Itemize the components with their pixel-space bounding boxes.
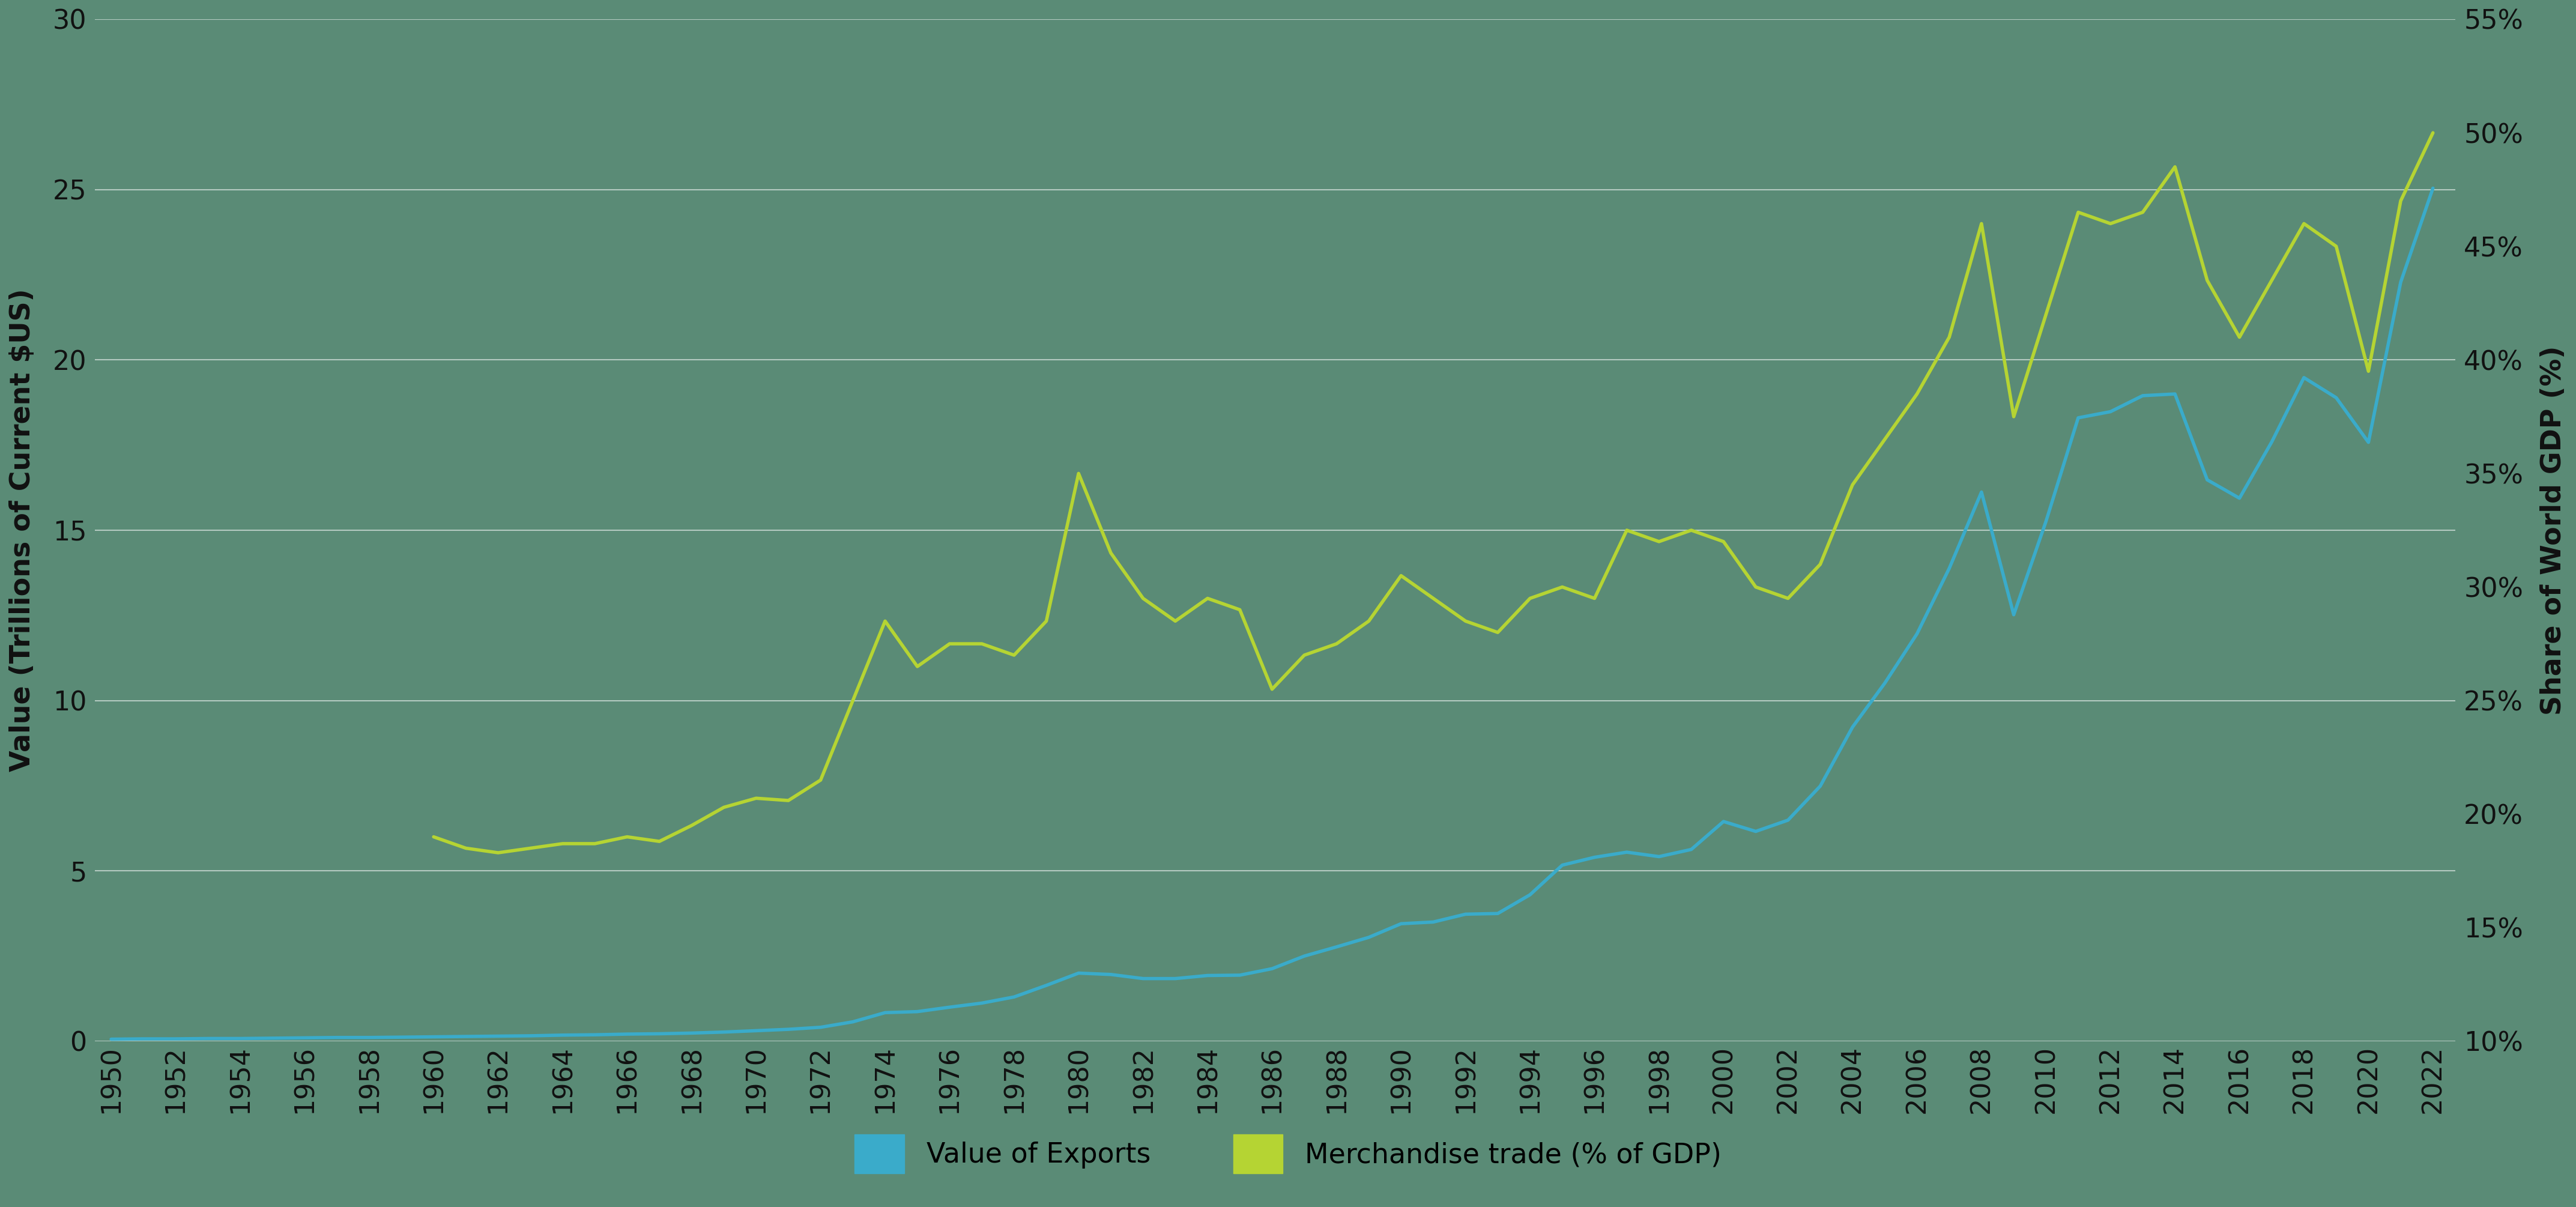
Value of Exports xyxy=(2030,514,2061,529)
Merchandise trade (% of GDP) xyxy=(1064,466,1095,480)
Merchandise trade (% of GDP) xyxy=(482,845,513,859)
Value of Exports xyxy=(871,1005,902,1020)
Value of Exports xyxy=(2416,181,2447,196)
Merchandise trade (% of GDP) xyxy=(2385,193,2416,208)
Merchandise trade (% of GDP) xyxy=(1837,478,1868,492)
Merchandise trade (% of GDP) xyxy=(417,829,448,844)
Value of Exports xyxy=(2192,473,2223,488)
Merchandise trade (% of GDP) xyxy=(2416,126,2447,140)
Value of Exports xyxy=(2094,404,2125,419)
Merchandise trade (% of GDP) xyxy=(1386,568,1417,583)
Legend: Value of Exports, Merchandise trade (% of GDP): Value of Exports, Merchandise trade (% o… xyxy=(840,1121,1736,1188)
Merchandise trade (% of GDP) xyxy=(999,648,1030,663)
Line: Value of Exports: Value of Exports xyxy=(111,188,2432,1039)
Merchandise trade (% of GDP) xyxy=(1450,614,1481,629)
Value of Exports xyxy=(95,1032,126,1046)
Line: Merchandise trade (% of GDP): Merchandise trade (% of GDP) xyxy=(433,133,2432,852)
Y-axis label: Value (Trillions of Current $US): Value (Trillions of Current $US) xyxy=(8,288,36,771)
Value of Exports xyxy=(1257,962,1288,976)
Y-axis label: Share of World GDP (%): Share of World GDP (%) xyxy=(2540,345,2568,715)
Value of Exports xyxy=(611,1027,641,1042)
